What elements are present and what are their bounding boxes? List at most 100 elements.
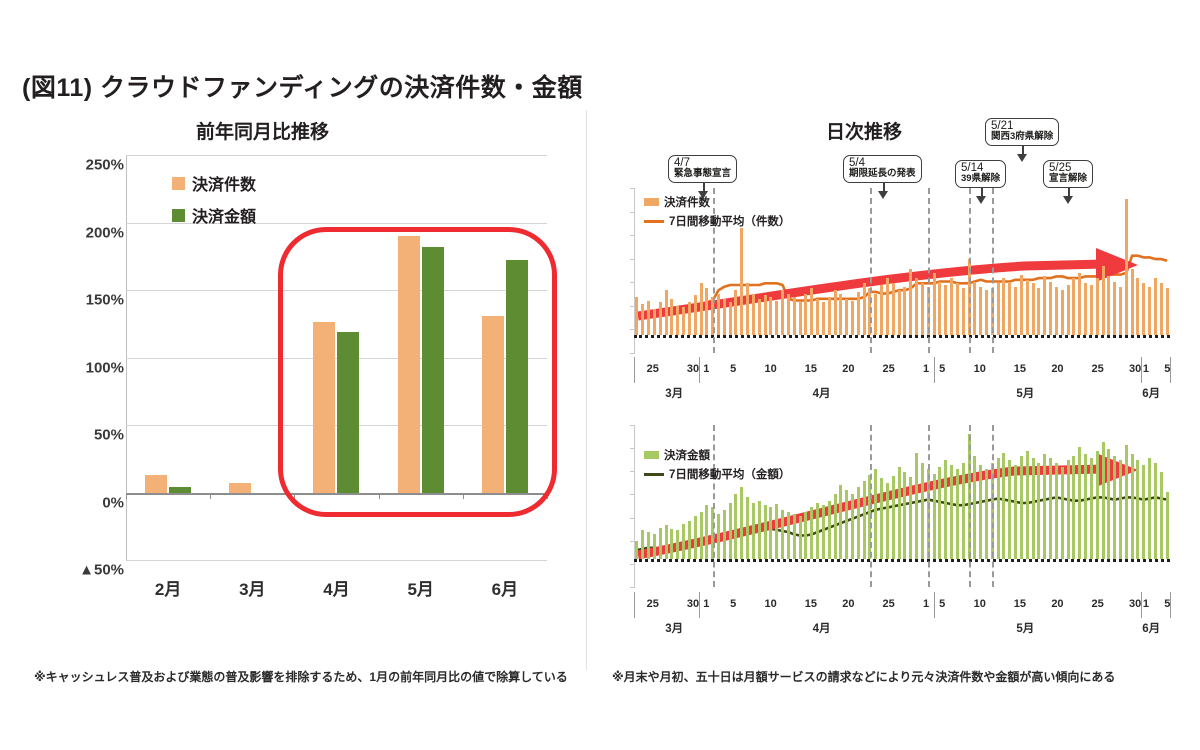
daily-bar (821, 505, 825, 559)
bar-group (126, 155, 210, 560)
x-tick (126, 492, 127, 499)
daily-bar (740, 487, 744, 559)
daily-bar (1113, 281, 1117, 335)
x-axis-day-label: 30 (1129, 363, 1142, 375)
left-x-axis-labels: 2月 3月 4月 5月 6月 (126, 575, 547, 601)
x-axis-day-label: 5 (730, 598, 737, 610)
daily-bar (1095, 451, 1099, 559)
daily-bar (751, 293, 755, 335)
y-tick (630, 211, 635, 213)
x-axis-separator (634, 357, 635, 383)
daily-bar (786, 511, 790, 559)
y-tick (630, 517, 635, 519)
daily-bar (891, 476, 895, 559)
daily-bar (670, 528, 674, 559)
daily-bar (1031, 458, 1035, 559)
daily-bar (1148, 458, 1152, 559)
daily-amount-chart: 決済金額 7日間移動平均（金額） (612, 425, 1178, 588)
daily-bar (757, 500, 761, 559)
daily-bar (1049, 281, 1053, 335)
daily-bar (944, 284, 948, 335)
x-axis-month-label: 4月 (812, 388, 831, 400)
daily-bar (1142, 283, 1146, 335)
daily-bar (728, 302, 732, 335)
bar-count (145, 474, 168, 493)
legend-label-daily-amount: 決済金額 (664, 450, 710, 462)
y-axis-tick-label: 150% (85, 291, 124, 309)
daily-bar (1043, 276, 1047, 335)
legend-item-count: 決済件数 (172, 171, 256, 195)
daily-bar (722, 509, 726, 559)
daily-bar (1078, 446, 1082, 559)
daily-bar (1153, 278, 1157, 335)
daily-bar (1153, 462, 1157, 559)
legend-swatch-count-icon (172, 176, 185, 190)
x-axis-day-label: 20 (1051, 598, 1064, 610)
x-axis-day-label: 5 (939, 598, 946, 610)
event-callout: 4/7 緊急事態宣言 (668, 155, 738, 183)
x-axis-day-label: 15 (804, 598, 817, 610)
daily-bar (903, 286, 907, 335)
callout-stem (980, 188, 983, 200)
x-axis-day-label: 20 (842, 598, 855, 610)
daily-bar (1072, 455, 1076, 559)
daily-bar (658, 527, 662, 559)
daily-bar (1066, 460, 1070, 559)
y-axis-tick-label: 200% (85, 224, 124, 241)
daily-bar (676, 529, 680, 559)
callout-text: 関西3府県解除 (991, 131, 1054, 143)
daily-bar (716, 514, 720, 559)
daily-bar (1089, 458, 1093, 559)
y-tick (630, 587, 635, 588)
gridline (126, 425, 547, 426)
legend-swatch-amount-bar-icon (644, 451, 659, 459)
event-line (992, 425, 995, 587)
daily-bar (1084, 453, 1088, 559)
daily-bar (880, 284, 884, 335)
daily-bar (757, 298, 761, 335)
daily-bar (751, 502, 755, 559)
daily-bar (856, 487, 860, 559)
bar-count (229, 483, 252, 493)
x-axis-day-label: 5 (1164, 363, 1171, 375)
daily-bar (1002, 278, 1006, 335)
x-axis-month-label: 6月 (1142, 388, 1161, 400)
daily-bar (1130, 453, 1134, 559)
daily-bar (1054, 286, 1058, 335)
daily-bar (1072, 278, 1076, 335)
x-axis-separator (1170, 592, 1171, 618)
x-axis-separator (934, 357, 936, 383)
right-chart-title: 日次推移 (826, 122, 903, 143)
daily-bar (798, 302, 802, 335)
daily-bar (781, 290, 785, 335)
daily-bar (763, 295, 767, 335)
callout-text: 宣言解除 (1049, 173, 1088, 185)
legend-item-count-ma: 7日間移動平均（件数） (644, 213, 790, 229)
legend-label-amount: 決済金額 (192, 209, 257, 226)
x-axis-day-label: 30 (686, 363, 700, 375)
y-tick (630, 563, 635, 565)
daily-bar (950, 278, 954, 335)
x-axis-day-label: 30 (1129, 598, 1142, 610)
daily-bar (955, 469, 959, 559)
daily-bar (664, 290, 668, 335)
x-axis-label: 5月 (407, 580, 434, 599)
event-line (992, 188, 995, 353)
daily-bar (810, 507, 814, 559)
event-line (928, 188, 931, 353)
daily-bar (938, 467, 942, 559)
x-axis-day-label: 5 (939, 363, 946, 375)
x-axis-month-label: 3月 (665, 623, 684, 635)
x-axis-separator (699, 592, 701, 618)
daily-amount-y-axis (630, 425, 635, 588)
x-axis-day-label: 25 (646, 598, 659, 610)
x-axis-day-label: 10 (764, 363, 777, 375)
gridline (126, 155, 547, 156)
x-axis-month-label: 6月 (1142, 623, 1161, 635)
daily-bar (1124, 198, 1128, 335)
daily-bar (839, 293, 843, 335)
y-tick (630, 329, 635, 331)
x-axis-day-label: 25 (646, 363, 659, 375)
legend-label-count: 決済件数 (192, 177, 257, 194)
